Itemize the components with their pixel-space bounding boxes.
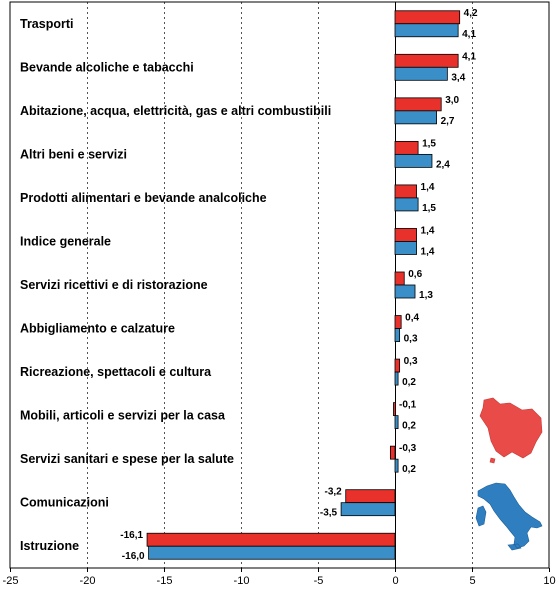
x-tick-label: 5 — [469, 575, 475, 587]
bar-tuscany — [389, 445, 396, 460]
category-label: Trasporti — [20, 17, 74, 31]
value-label: 0,2 — [402, 421, 416, 432]
bar-italy — [394, 328, 401, 342]
x-tick-label: -5 — [314, 575, 324, 587]
category-label: Ricreazione, spettacoli e cultura — [20, 365, 212, 379]
bar-italy — [394, 371, 399, 386]
x-tick-label: 10 — [543, 575, 555, 587]
category-label: Bevande alcoliche e tabacchi — [20, 60, 194, 74]
value-label: 4,1 — [462, 51, 476, 62]
bar-italy — [340, 502, 396, 517]
bar-tuscany — [394, 358, 401, 373]
category-label: Istruzione — [20, 539, 79, 553]
bar-tuscany — [394, 184, 417, 199]
x-tick-label: -10 — [234, 575, 250, 587]
value-label: 0,2 — [402, 464, 416, 475]
value-label: -16,1 — [120, 530, 143, 541]
x-tick-label: 0 — [392, 575, 398, 587]
legend — [475, 397, 543, 551]
value-label: -0,3 — [399, 443, 417, 454]
bar-tuscany — [146, 532, 396, 547]
italy-map-icon — [475, 482, 543, 551]
category-label: Prodotti alimentari e bevande analcolich… — [20, 191, 267, 205]
plot-frame — [9, 1, 550, 569]
bar-tuscany — [394, 140, 419, 155]
bar-italy — [394, 284, 416, 299]
value-label: -0,1 — [399, 400, 417, 411]
category-label: Mobili, articoli e servizi per la casa — [20, 409, 226, 423]
x-axis: -25 -20 -15 -10 -5 0 5 10 — [3, 568, 556, 587]
x-tick-label: -15 — [157, 575, 173, 587]
bar-tuscany — [345, 489, 396, 504]
category-labels: Trasporti Bevande alcoliche e tabacchi Abi… — [20, 17, 331, 553]
value-label: 0,2 — [402, 377, 416, 388]
value-label: 3,0 — [445, 95, 459, 106]
value-label: 1,4 — [421, 225, 435, 236]
value-label: 1,3 — [419, 290, 433, 301]
bar-italy — [394, 66, 448, 81]
tuscany-map-icon — [479, 397, 543, 464]
value-label: 0,6 — [408, 269, 422, 280]
bar-tuscany — [394, 228, 417, 242]
category-label: Comunicazioni — [20, 496, 109, 510]
category-label: Servizi sanitari e spese per la salute — [20, 452, 234, 466]
value-label: -3,5 — [320, 508, 338, 519]
value-label: 2,4 — [436, 159, 450, 170]
value-label: 4,1 — [462, 29, 476, 40]
x-tick-label: -20 — [80, 575, 96, 587]
bar-tuscany — [394, 315, 402, 329]
category-label: Servizi ricettivi e di ristorazione — [20, 278, 208, 292]
bars — [146, 10, 461, 560]
value-label: 3,4 — [451, 72, 465, 83]
bar-tuscany — [394, 53, 459, 68]
bar-italy — [394, 153, 433, 168]
value-label: 4,2 — [464, 8, 478, 19]
category-label: Altri beni e servizi — [20, 147, 127, 161]
bar-italy — [394, 23, 459, 38]
bar-italy — [394, 415, 399, 430]
value-label: 1,4 — [421, 246, 435, 257]
bar-italy — [394, 110, 437, 125]
value-label: 1,4 — [421, 182, 435, 193]
category-label: Abbigliamento e calzature — [20, 322, 175, 336]
bar-italy — [394, 197, 419, 212]
bar-tuscany — [394, 10, 461, 25]
bar-tuscany — [394, 271, 405, 286]
category-label: Indice generale — [20, 234, 111, 248]
bar-tuscany — [394, 97, 442, 112]
bar-italy — [394, 458, 399, 473]
value-label: 0,4 — [405, 313, 419, 324]
bar-italy — [148, 545, 396, 560]
value-labels: 4,24,14,13,43,02,71,52,41,41,51,41,40,61… — [120, 8, 478, 562]
x-tick-label: -25 — [3, 575, 19, 587]
value-label: 1,5 — [422, 138, 436, 149]
category-label: Abitazione, acqua, elettricità, gas e al… — [20, 104, 331, 118]
value-label: 0,3 — [404, 334, 418, 345]
value-label: -16,0 — [122, 551, 145, 562]
value-label: 1,5 — [422, 203, 436, 214]
bar-tuscany — [393, 402, 396, 417]
bar-italy — [394, 241, 417, 255]
value-label: 0,3 — [404, 356, 418, 367]
value-label: -3,2 — [324, 487, 342, 498]
value-label: 2,7 — [441, 116, 455, 127]
